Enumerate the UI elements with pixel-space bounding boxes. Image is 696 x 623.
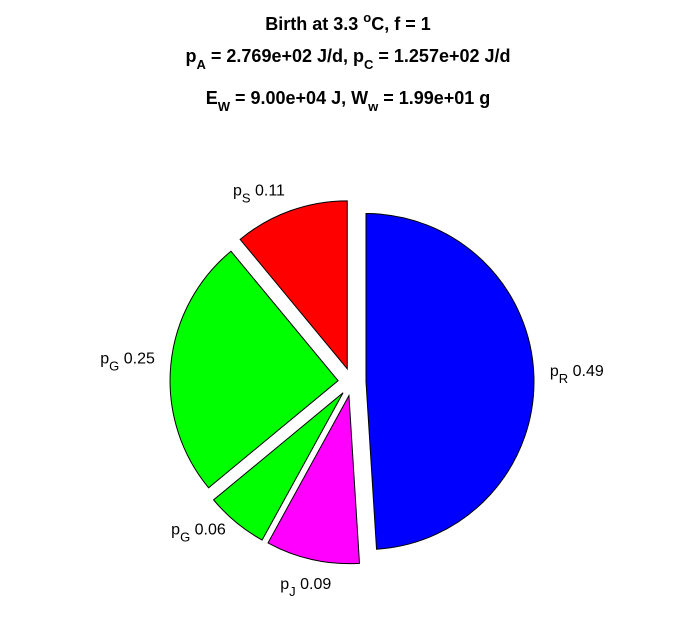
slice-label: pG 0.06: [171, 522, 226, 545]
label-value: 0.09: [300, 576, 331, 593]
title-segment: w: [367, 99, 379, 114]
slice-label: pJ 0.09: [280, 576, 331, 599]
label-subscript: R: [559, 371, 568, 386]
label-name: p: [233, 183, 242, 200]
pie-slice: [267, 393, 361, 565]
label-subscript: G: [109, 358, 119, 373]
title-segment: o: [363, 10, 371, 25]
label-name: p: [171, 522, 180, 539]
title-segment: = 1.99e+01 g: [378, 88, 490, 108]
pie-slice: [239, 200, 348, 371]
slice-label: pR 0.49: [550, 363, 604, 386]
title-segment: = 2.769e+02 J/d, p: [206, 46, 364, 66]
label-value: 0.06: [195, 522, 226, 539]
pie-slice: [365, 213, 535, 550]
label-subscript: G: [180, 530, 190, 545]
label-subscript: J: [289, 584, 296, 599]
pie-slice: [169, 250, 339, 489]
title-line: pA = 2.769e+02 J/d, pC = 1.257e+02 J/d: [186, 46, 511, 72]
title-segment: p: [186, 46, 197, 66]
label-name: p: [550, 363, 559, 380]
label-value: 0.49: [573, 363, 604, 380]
slice-label: pS 0.11: [233, 183, 285, 206]
title-segment: A: [197, 57, 207, 72]
label-name: p: [280, 576, 289, 593]
title-segment: W: [218, 99, 231, 114]
title-segment: C: [364, 57, 374, 72]
label-value: 0.11: [255, 183, 285, 200]
label-name: p: [100, 350, 109, 367]
title-segment: C, f = 1: [371, 14, 431, 34]
title-segment: Birth at 3.3: [265, 14, 363, 34]
label-value: 0.25: [124, 350, 155, 367]
title-line: Birth at 3.3 oC, f = 1: [265, 10, 431, 34]
title-segment: = 9.00e+04 J, W: [230, 88, 368, 108]
title-segment: = 1.257e+02 J/d: [373, 46, 510, 66]
label-subscript: S: [242, 191, 251, 206]
slice-label: pG 0.25: [100, 350, 155, 373]
pie-slice: [212, 392, 344, 541]
title-line: EW = 9.00e+04 J, Ww = 1.99e+01 g: [206, 88, 491, 114]
title-segment: E: [206, 88, 218, 108]
